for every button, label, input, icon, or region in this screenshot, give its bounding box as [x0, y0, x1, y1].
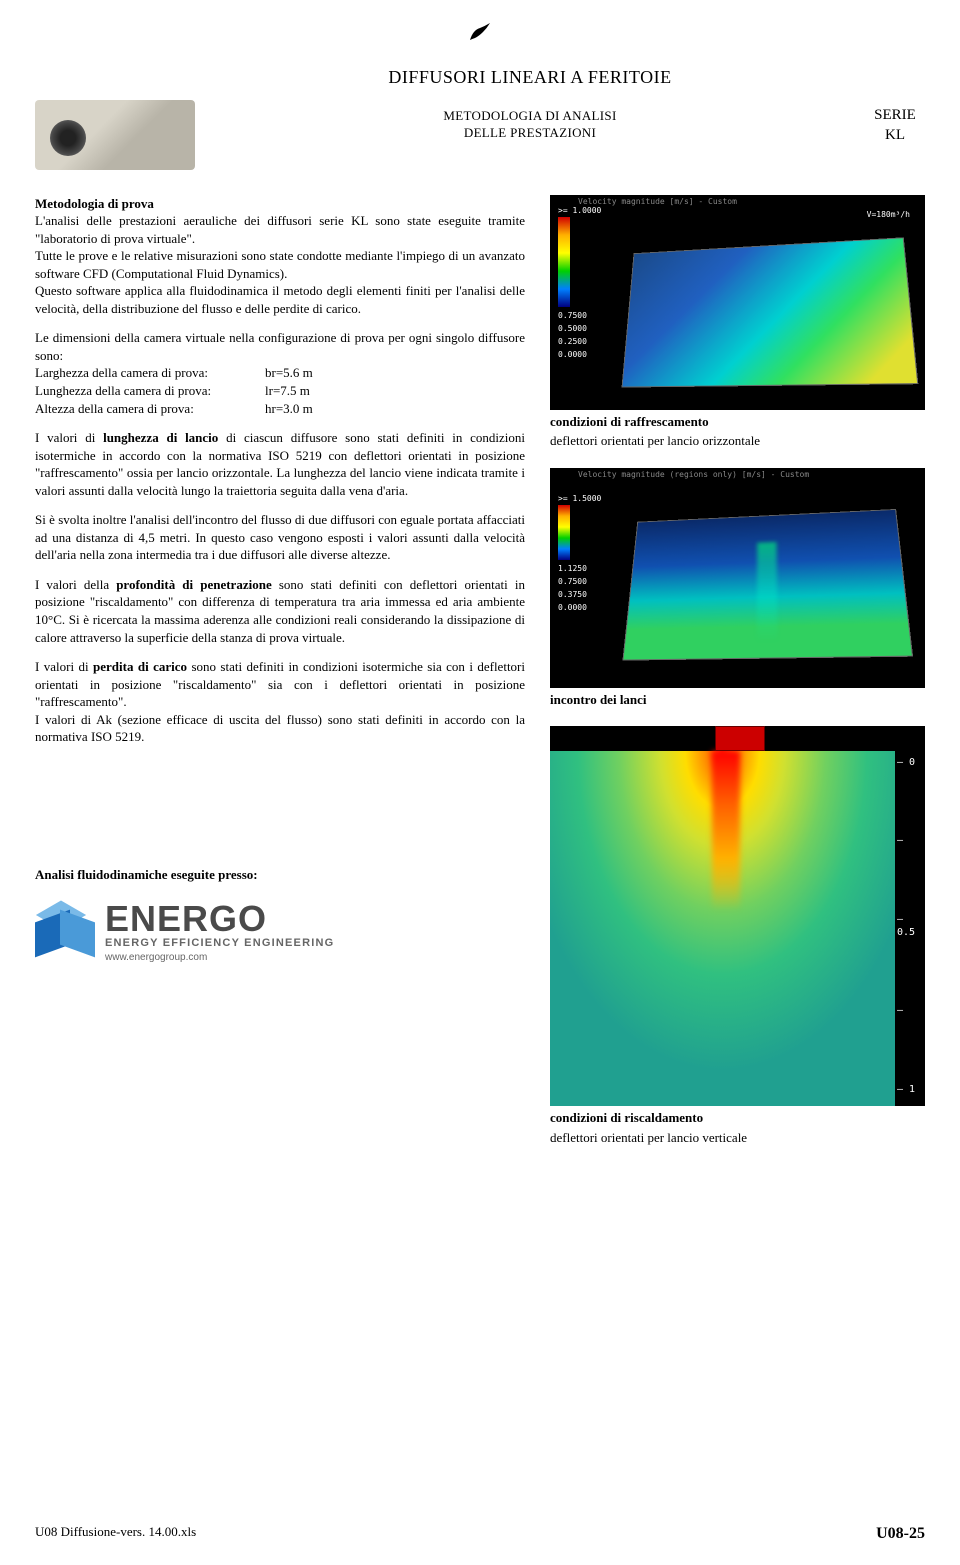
cfd-figure-3: — 0 — — 0.5 — — 1 — [550, 726, 925, 1106]
dim-value: hr=3.0 m — [265, 400, 313, 418]
text-column: Metodologia di prova L'analisi delle pre… — [35, 195, 525, 1165]
title-block: DIFFUSORI LINEARI A FERITOIE METODOLOGIA… — [215, 60, 845, 142]
analysis-by-heading: Analisi fluidodinamiche eseguite presso: — [35, 866, 525, 884]
series-label: SERIE — [865, 105, 925, 125]
footer-pagenum: U08-25 — [876, 1523, 925, 1545]
dim-label: Altezza della camera di prova: — [35, 400, 265, 418]
figure-subcaption: deflettori orientati per lancio vertical… — [550, 1129, 925, 1147]
figure-caption: condizioni di raffrescamento — [550, 413, 925, 431]
figure-title: Velocity magnitude [m/s] - Custom — [578, 197, 737, 208]
subtitle-line2: DELLE PRESTAZIONI — [215, 124, 845, 142]
dim-value: br=5.6 m — [265, 364, 313, 382]
section-heading: Metodologia di prova — [35, 196, 154, 211]
series-code: KL — [865, 125, 925, 145]
page-header: DIFFUSORI LINEARI A FERITOIE METODOLOGIA… — [35, 60, 925, 170]
cfd-figure-2: Velocity magnitude (regions only) [m/s] … — [550, 468, 925, 688]
figure-title: Velocity magnitude (regions only) [m/s] … — [578, 470, 809, 481]
paragraph: Si è svolta inoltre l'analisi dell'incon… — [35, 511, 525, 564]
main-title: DIFFUSORI LINEARI A FERITOIE — [215, 65, 845, 89]
logo-name: ENERGO — [105, 903, 334, 935]
vendor-logo: ENERGO ENERGY EFFICIENCY ENGINEERING www… — [35, 903, 525, 964]
dimensions-table: Larghezza della camera di prova: br=5.6 … — [35, 364, 525, 417]
dim-label: Lunghezza della camera di prova: — [35, 382, 265, 400]
dim-label: Larghezza della camera di prova: — [35, 364, 265, 382]
table-row: Lunghezza della camera di prova: lr=7.5 … — [35, 382, 525, 400]
series-block: SERIE KL — [865, 60, 925, 146]
paragraph: I valori di perdita di carico sono stati… — [35, 658, 525, 746]
cfd-figure-1: Velocity magnitude [m/s] - Custom >= 1.0… — [550, 195, 925, 410]
colorbar-legend: >= 1.0000 0.7500 0.5000 0.2500 0.0000 — [558, 205, 601, 362]
figure-subcaption: deflettori orientati per lancio orizzont… — [550, 432, 925, 450]
figure-caption: incontro dei lanci — [550, 691, 925, 709]
colorbar-legend: >= 1.5000 1.1250 0.7500 0.3750 0.0000 — [558, 493, 601, 615]
page-footer: U08 Diffusione-vers. 14.00.xls U08-25 — [35, 1523, 925, 1545]
table-row: Altezza della camera di prova: hr=3.0 m — [35, 400, 525, 418]
paragraph: I valori di lunghezza di lancio di ciasc… — [35, 429, 525, 499]
flow-annotation: V=180m³/h — [867, 210, 910, 221]
subtitle-line1: METODOLOGIA DI ANALISI — [215, 107, 845, 125]
paragraph: Le dimensioni della camera virtuale nell… — [35, 329, 525, 364]
product-thumbnail — [35, 100, 195, 170]
paragraph: L'analisi delle prestazioni aerauliche d… — [35, 213, 525, 246]
brand-bird-icon — [35, 20, 925, 50]
logo-url: www.energogroup.com — [105, 951, 334, 965]
dim-value: lr=7.5 m — [265, 382, 310, 400]
paragraph: Tutte le prove e le relative misurazioni… — [35, 248, 525, 281]
logo-tagline: ENERGY EFFICIENCY ENGINEERING — [105, 936, 334, 951]
figures-column: Velocity magnitude [m/s] - Custom >= 1.0… — [550, 195, 925, 1165]
paragraph: I valori della profondità di penetrazion… — [35, 576, 525, 646]
axis-ticks: — 0 — — 0.5 — — 1 — [897, 756, 921, 1096]
paragraph: Questo software applica alla fluidodinam… — [35, 283, 525, 316]
footer-filename: U08 Diffusione-vers. 14.00.xls — [35, 1523, 196, 1545]
figure-caption: condizioni di riscaldamento — [550, 1109, 925, 1127]
logo-cube-icon — [35, 906, 90, 961]
table-row: Larghezza della camera di prova: br=5.6 … — [35, 364, 525, 382]
